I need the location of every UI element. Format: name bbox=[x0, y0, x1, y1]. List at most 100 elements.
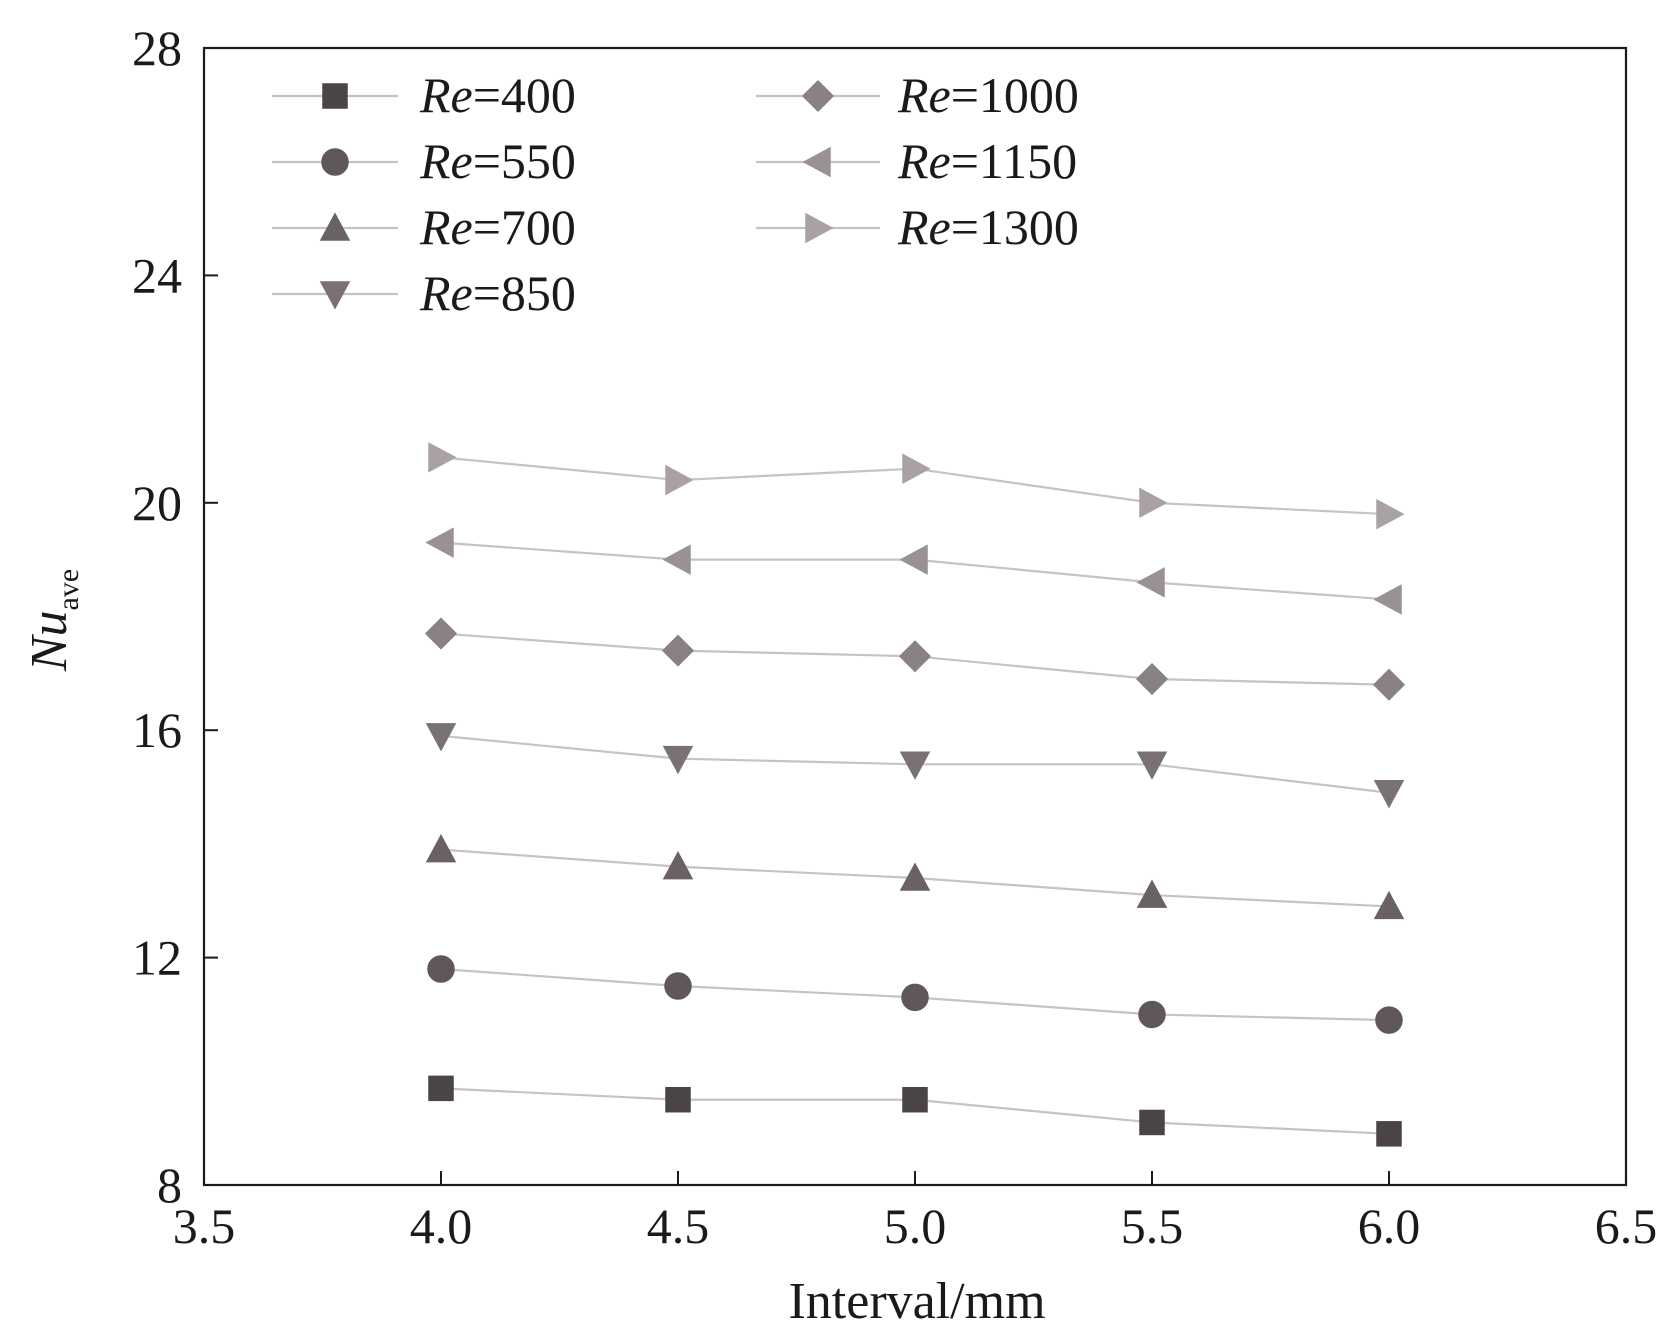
legend-label: Re=1000 bbox=[897, 67, 1079, 123]
data-point bbox=[428, 442, 457, 473]
data-point bbox=[899, 544, 928, 575]
x-tick-label: 4.0 bbox=[410, 1198, 473, 1254]
series-Re=1000 bbox=[424, 617, 1406, 701]
legend-label-var: Re bbox=[897, 199, 951, 255]
series-Re=1150 bbox=[425, 527, 1402, 615]
x-tick-label: 3.5 bbox=[173, 1198, 236, 1254]
data-point bbox=[1373, 584, 1402, 615]
series-Re=1300 bbox=[428, 442, 1405, 530]
y-tick-label: 24 bbox=[132, 247, 182, 303]
legend-marker bbox=[802, 146, 831, 178]
data-point bbox=[1135, 662, 1169, 696]
legend-label: Re=700 bbox=[419, 199, 576, 255]
data-point bbox=[664, 972, 692, 1000]
legend-entry: Re=400 bbox=[272, 67, 576, 123]
data-point bbox=[661, 634, 695, 667]
legend-label: Re=550 bbox=[419, 133, 576, 189]
series-Re=850 bbox=[425, 723, 1405, 809]
data-point bbox=[1376, 1121, 1402, 1147]
legend-marker bbox=[801, 79, 835, 113]
legend-label-var: Re bbox=[897, 133, 951, 189]
legend-label-val: =700 bbox=[473, 199, 576, 255]
legend-entry: Re=1300 bbox=[756, 199, 1079, 255]
legend-entry: Re=550 bbox=[272, 133, 576, 189]
legend-label-val: =1000 bbox=[951, 67, 1079, 123]
data-point bbox=[1372, 668, 1406, 701]
data-point bbox=[1139, 1109, 1165, 1136]
x-axis-title: Interval/mm bbox=[788, 1273, 1045, 1328]
y-tick-label: 12 bbox=[132, 930, 182, 986]
data-point bbox=[425, 834, 457, 863]
x-axis: 3.5 4.0 4.5 5.0 5.5 6.0 6.5 bbox=[173, 1171, 1658, 1254]
data-point bbox=[425, 527, 454, 558]
legend-marker bbox=[319, 281, 351, 310]
series-Re=700 bbox=[425, 834, 1405, 920]
y-tick-label: 8 bbox=[157, 1157, 182, 1213]
legend-label-val: =1300 bbox=[951, 199, 1079, 255]
data-point bbox=[1375, 1006, 1403, 1034]
data-point bbox=[1138, 1000, 1166, 1029]
series-line bbox=[440, 541, 1390, 601]
legend-label-var: Re bbox=[419, 199, 473, 255]
legend-entry: Re=1000 bbox=[756, 67, 1079, 123]
data-point bbox=[1136, 879, 1168, 908]
x-tick-label: 5.0 bbox=[884, 1198, 947, 1254]
legend-label-val: =400 bbox=[473, 67, 576, 123]
legend-entry: Re=850 bbox=[272, 265, 576, 321]
y-tick-label: 16 bbox=[132, 702, 182, 758]
data-point bbox=[1373, 890, 1405, 920]
x-tick-label: 6.5 bbox=[1595, 1198, 1658, 1254]
legend-label-var: Re bbox=[419, 67, 473, 123]
legend-marker bbox=[805, 212, 834, 244]
data-point bbox=[662, 544, 691, 575]
data-point bbox=[899, 862, 931, 891]
series-layer bbox=[424, 442, 1406, 1147]
x-tick-label: 4.5 bbox=[647, 1198, 710, 1254]
legend-marker bbox=[321, 148, 349, 176]
legend-label: Re=400 bbox=[419, 67, 576, 123]
data-point bbox=[898, 640, 932, 673]
legend-entry: Re=1150 bbox=[756, 133, 1077, 189]
data-point bbox=[1376, 498, 1405, 530]
data-point bbox=[665, 464, 694, 496]
series-Re=400 bbox=[428, 1075, 1402, 1147]
x-tick-label: 6.0 bbox=[1358, 1198, 1421, 1254]
data-point bbox=[662, 745, 694, 775]
data-point bbox=[902, 453, 931, 484]
legend-label: Re=1300 bbox=[897, 199, 1079, 255]
legend-label-var: Re bbox=[897, 67, 951, 123]
data-point bbox=[1136, 751, 1168, 780]
data-point bbox=[425, 723, 457, 752]
y-tick-label: 28 bbox=[132, 20, 182, 76]
legend: Re=400Re=550Re=700Re=850Re=1000Re=1150Re… bbox=[272, 67, 1079, 321]
legend-label-val: =1150 bbox=[951, 133, 1077, 189]
data-point bbox=[1136, 567, 1165, 598]
data-point bbox=[1373, 779, 1405, 809]
legend-label-var: Re bbox=[419, 265, 473, 321]
data-point bbox=[665, 1086, 691, 1113]
y-axis: 8 12 16 20 24 28 bbox=[132, 20, 218, 1213]
y-tick-label: 20 bbox=[132, 475, 182, 531]
x-tick-label: 5.5 bbox=[1121, 1198, 1184, 1254]
data-point bbox=[662, 851, 694, 880]
y-axis-title-main: Nu bbox=[21, 610, 78, 672]
data-point bbox=[427, 955, 455, 983]
legend-marker bbox=[319, 212, 351, 241]
data-point bbox=[424, 617, 458, 650]
data-point bbox=[901, 983, 929, 1012]
data-point bbox=[899, 751, 931, 780]
data-point bbox=[1139, 487, 1168, 519]
legend-label: Re=850 bbox=[419, 265, 576, 321]
legend-entry: Re=700 bbox=[272, 199, 576, 255]
data-point bbox=[428, 1075, 454, 1102]
data-point bbox=[902, 1086, 928, 1113]
legend-label-var: Re bbox=[419, 133, 473, 189]
legend-label: Re=1150 bbox=[897, 133, 1077, 189]
y-axis-title-sub: ave bbox=[52, 569, 85, 611]
y-axis-title: Nuave bbox=[21, 569, 85, 672]
legend-marker bbox=[322, 83, 348, 109]
series-Re=550 bbox=[427, 955, 1403, 1034]
legend-label-val: =850 bbox=[473, 265, 576, 321]
legend-label-val: =550 bbox=[473, 133, 576, 189]
